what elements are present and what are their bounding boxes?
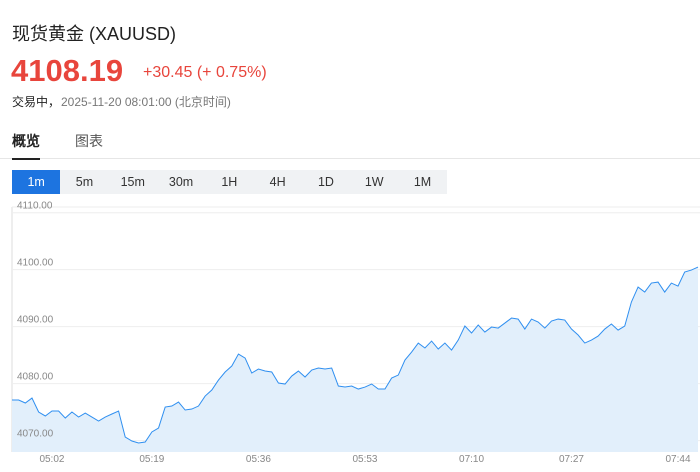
tab[interactable]: 图表: [75, 133, 103, 149]
timestamp: 2025-11-20 08:01:00 (北京时间): [61, 95, 231, 109]
x-tick-label: 07:10: [459, 454, 484, 465]
y-tick-label: 4070.00: [17, 429, 54, 440]
status: 交易中，: [12, 95, 61, 109]
price-change: +30.45 (+ 0.75%): [143, 64, 267, 81]
interval-button[interactable]: 15m: [120, 175, 145, 189]
interval-button[interactable]: 1M: [413, 175, 432, 189]
title: 现货黄金 (XAUUSD): [12, 24, 177, 44]
interval-button[interactable]: 5m: [75, 175, 94, 189]
price: 4108.19: [11, 53, 124, 88]
chart: 4070.00 4080.00 4090.00 4100.00 4110.00 05:02…: [11, 201, 700, 465]
interval-button[interactable]: 30m: [168, 175, 194, 189]
interval-button[interactable]: 1D: [317, 175, 334, 189]
y-tick-label: 4090.00: [17, 315, 54, 326]
tab[interactable]: 概览: [12, 131, 40, 160]
x-tick-label: 05:53: [352, 454, 377, 465]
interval-bar: 1m 5m 15m 30m 1H 4H 1D 1W 1M: [12, 170, 447, 194]
x-tick-label: 05:19: [139, 454, 164, 465]
interval-button[interactable]: 1H: [221, 175, 238, 189]
y-tick-label: 4100.00: [17, 258, 54, 269]
area: [12, 267, 698, 452]
interval-button[interactable]: 1m: [12, 170, 61, 194]
x-tick-label: 05:36: [246, 454, 271, 465]
line: [12, 266, 699, 444]
interval-button[interactable]: 4H: [269, 175, 286, 189]
y-tick-label: 4080.00: [17, 372, 54, 383]
x-tick-label: 07:27: [559, 454, 584, 465]
x-tick-label: 05:02: [39, 454, 64, 465]
interval-button[interactable]: 1W: [364, 175, 384, 189]
x-tick-label: 07:44: [666, 454, 691, 465]
tab-bar: 概览 图表: [0, 128, 700, 160]
y-tick-label: 4110.00: [17, 201, 53, 212]
